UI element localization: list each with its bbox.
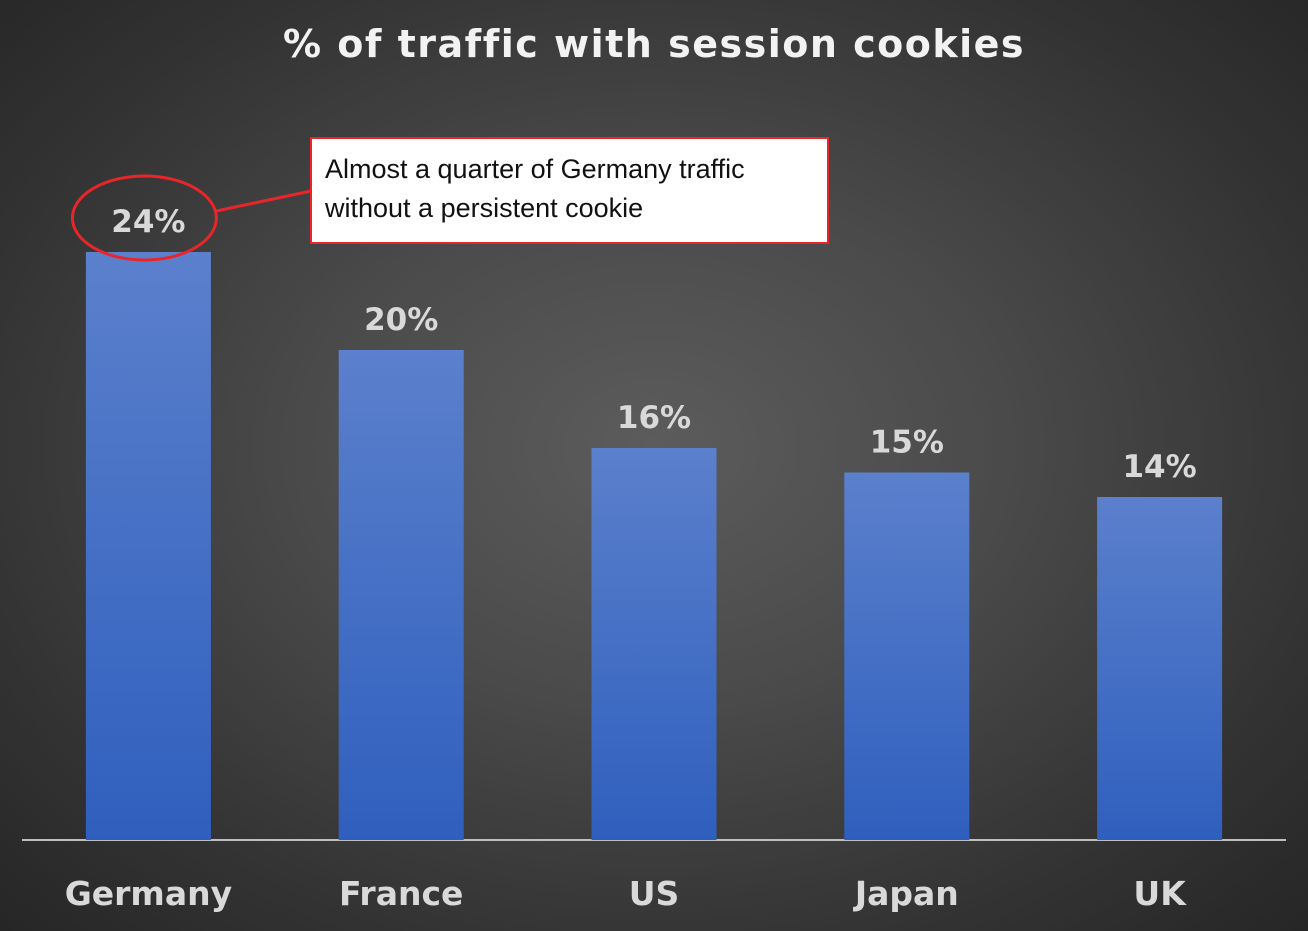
bar-germany xyxy=(85,252,211,840)
data-label-germany: 24% xyxy=(111,204,185,240)
annotation-line-1: Almost a quarter of Germany traffic xyxy=(325,154,745,184)
x-tick-label-uk: UK xyxy=(1133,874,1187,913)
data-label-japan: 15% xyxy=(870,425,944,461)
x-tick-label-germany: Germany xyxy=(65,874,232,913)
bar-us xyxy=(591,448,717,840)
x-tick-label-japan: Japan xyxy=(853,874,959,913)
data-label-france: 20% xyxy=(364,302,438,338)
data-label-us: 16% xyxy=(617,400,691,436)
chart-title: % of traffic with session cookies xyxy=(282,22,1026,66)
annotation-line-2: without a persistent cookie xyxy=(325,193,644,223)
bar-france xyxy=(338,350,464,840)
data-label-uk: 14% xyxy=(1122,449,1196,485)
x-tick-label-france: France xyxy=(339,874,463,913)
annotation-highlight-ellipse xyxy=(70,174,218,262)
annotation-callout: Almost a quarter of Germany traffic with… xyxy=(310,137,829,244)
annotation-connector-line xyxy=(216,189,312,213)
bar-uk xyxy=(1097,497,1223,840)
x-tick-label-us: US xyxy=(629,874,680,913)
bar-japan xyxy=(844,472,970,840)
